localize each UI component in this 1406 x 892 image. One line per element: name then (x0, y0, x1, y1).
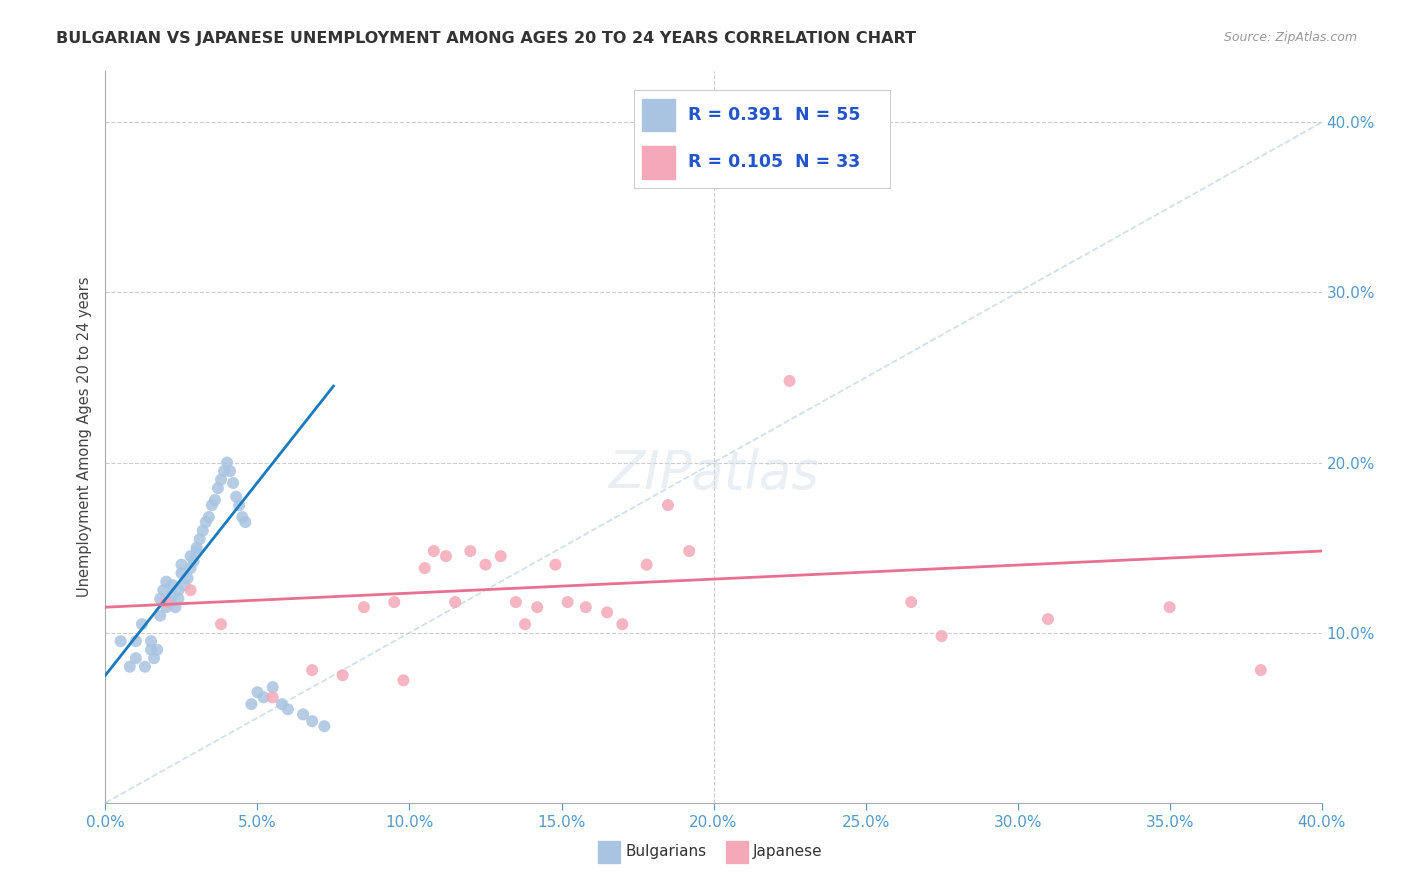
Point (201, 498, 224, 512)
Point (444, 595, 467, 609)
Point (596, 605, 619, 619)
Point (139, 634, 162, 648)
Point (382, 595, 405, 609)
Point (155, 600, 177, 615)
Point (170, 566, 193, 581)
Point (423, 544, 446, 558)
Point (149, 608, 172, 623)
Point (458, 544, 481, 558)
Point (505, 595, 527, 609)
Y-axis label: Unemployment Among Ages 20 to 24 years: Unemployment Among Ages 20 to 24 years (76, 277, 91, 598)
Text: BULGARIAN VS JAPANESE UNEMPLOYMENT AMONG AGES 20 TO 24 YEARS CORRELATION CHART: BULGARIAN VS JAPANESE UNEMPLOYMENT AMONG… (56, 31, 917, 46)
Point (143, 651, 166, 665)
Point (225, 490, 247, 504)
Point (209, 473, 232, 487)
Point (277, 702, 299, 716)
Point (186, 541, 208, 555)
Point (180, 549, 202, 563)
Point (209, 617, 232, 632)
Point (131, 617, 153, 632)
Point (474, 558, 496, 572)
Point (1250, 663, 1272, 677)
Point (170, 558, 193, 572)
Point (240, 697, 263, 711)
Point (489, 549, 512, 563)
Point (162, 588, 184, 602)
Point (180, 561, 202, 575)
Point (1159, 600, 1181, 615)
Point (900, 595, 922, 609)
Point (332, 668, 354, 682)
Point (575, 600, 598, 615)
Point (262, 690, 284, 705)
Point (526, 600, 548, 615)
Point (162, 578, 184, 592)
Point (152, 583, 174, 598)
Point (301, 663, 323, 677)
Point (167, 591, 190, 606)
Point (557, 595, 579, 609)
Point (212, 464, 235, 478)
Point (228, 498, 250, 512)
Point (262, 680, 284, 694)
Point (155, 595, 177, 609)
Point (219, 464, 242, 478)
Point (657, 498, 679, 512)
Point (292, 707, 315, 722)
Point (155, 574, 177, 589)
Point (207, 481, 229, 495)
Point (191, 524, 214, 538)
Point (1036, 612, 1059, 626)
Point (779, 374, 801, 388)
Bar (725, 841, 748, 863)
Point (353, 600, 375, 615)
Point (183, 554, 205, 568)
Point (125, 651, 148, 665)
Text: ZIPatlas: ZIPatlas (609, 448, 818, 500)
Point (186, 544, 208, 558)
Point (222, 475, 245, 490)
Text: Bulgarians: Bulgarians (626, 845, 707, 859)
Point (301, 714, 323, 728)
Point (392, 673, 415, 688)
Point (173, 578, 195, 592)
Point (513, 617, 536, 632)
Text: Japanese: Japanese (752, 845, 823, 859)
Point (149, 591, 172, 606)
Point (252, 690, 274, 705)
Point (270, 697, 292, 711)
Point (612, 617, 634, 632)
Point (188, 532, 211, 546)
Point (165, 600, 187, 615)
Point (231, 510, 253, 524)
Point (110, 634, 132, 648)
Point (204, 493, 226, 508)
Point (134, 659, 156, 673)
Point (194, 515, 217, 529)
Point (636, 558, 658, 572)
Point (931, 629, 953, 643)
Point (167, 583, 190, 598)
Point (157, 595, 180, 609)
Point (678, 544, 700, 558)
Point (180, 583, 202, 598)
Point (544, 558, 567, 572)
Point (176, 571, 198, 585)
Point (434, 549, 457, 563)
Point (125, 634, 148, 648)
Point (139, 642, 162, 657)
Point (146, 642, 169, 657)
Point (233, 515, 256, 529)
Point (246, 685, 269, 699)
Text: Source: ZipAtlas.com: Source: ZipAtlas.com (1223, 31, 1357, 45)
Point (118, 659, 141, 673)
Point (217, 456, 239, 470)
Point (413, 561, 436, 575)
Point (198, 510, 221, 524)
Bar (598, 841, 620, 863)
Point (314, 719, 336, 733)
